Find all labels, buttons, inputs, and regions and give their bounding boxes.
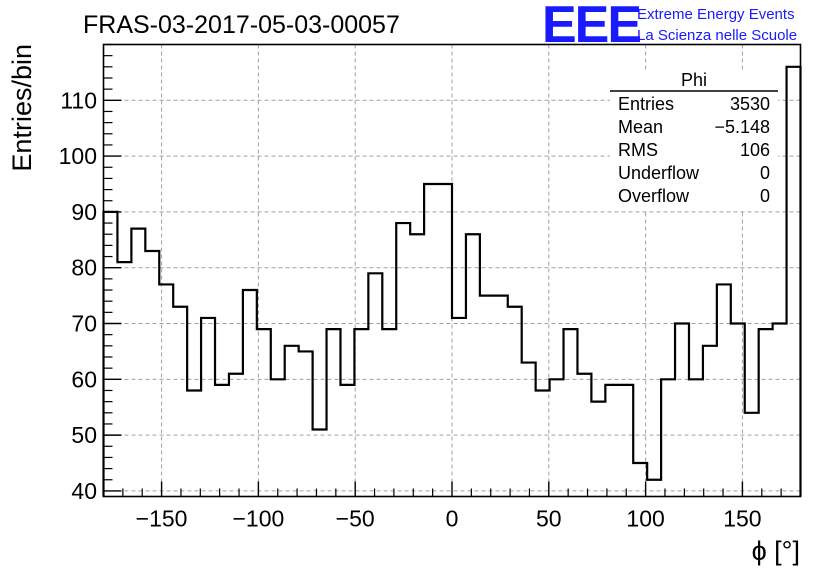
stats-label: Overflow [618, 186, 690, 206]
brand-line-2: La Scienza nelle Scuole [637, 27, 797, 44]
y-tick-label: 70 [71, 311, 97, 337]
stats-box: Phi Entries 3530 Mean −5.148 RMS 106 Underflow… [610, 70, 778, 210]
y-tick-label: 100 [59, 143, 97, 169]
x-tick-labels: −150 −100 −50 0 50 100 150 [136, 506, 762, 532]
stats-box-title: Phi [681, 70, 707, 90]
x-tick-label: 100 [626, 506, 664, 532]
x-tick-label: 50 [536, 506, 562, 532]
x-tick-label: −150 [136, 506, 188, 532]
x-tick-label: 0 [446, 506, 459, 532]
axis-ticks [103, 43, 782, 497]
stats-value: 0 [760, 186, 770, 206]
histogram-series-line [102, 65, 802, 497]
eee-logo: EEE [542, 0, 640, 54]
stats-label: Mean [618, 117, 663, 137]
stats-rows: Entries 3530 Mean −5.148 RMS 106 Underflow 0 Ove… [618, 94, 770, 206]
x-tick-label: −50 [336, 506, 375, 532]
y-tick-label: 90 [71, 199, 97, 225]
y-tick-label: 40 [71, 478, 97, 504]
y-tick-label: 110 [60, 87, 97, 113]
stats-label: Underflow [618, 163, 700, 183]
brand-line-1: Extreme Energy Events [637, 6, 795, 23]
y-tick-label: 80 [71, 255, 97, 281]
y-tick-label: 60 [71, 366, 97, 392]
y-tick-label: 50 [71, 422, 97, 448]
x-tick-label: −100 [232, 506, 284, 532]
stats-value: 0 [760, 163, 770, 183]
y-axis-label: Entries/bin [7, 44, 37, 172]
stats-value: 106 [740, 140, 770, 160]
x-axis-label: ϕ [°] [752, 536, 800, 566]
stats-box-background [610, 70, 778, 210]
stats-label: Entries [618, 94, 674, 114]
chart-title: FRAS-03-2017-05-03-00057 [83, 11, 400, 39]
stats-value: 3530 [730, 94, 770, 114]
stats-value: −5.148 [714, 117, 770, 137]
stats-label: RMS [618, 140, 658, 160]
x-tick-label: 150 [723, 506, 761, 532]
y-tick-labels: 40 50 60 70 80 90 100 110 [59, 87, 97, 504]
